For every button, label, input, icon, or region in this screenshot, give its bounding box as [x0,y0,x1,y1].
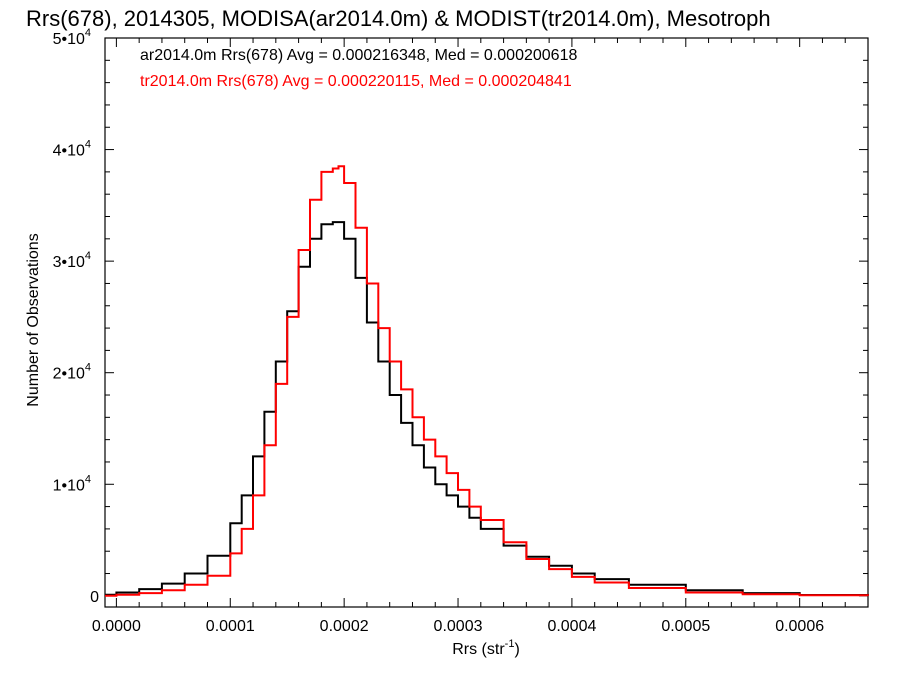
y-tick-label: 4•104 [53,139,91,160]
y-tick-label: 1•104 [53,473,91,494]
x-tick-label: 0.0004 [547,618,596,635]
legend-entry-1: ar2014.0m Rrs(678) Avg = 0.000216348, Me… [140,47,577,64]
x-tick-label: 0.0002 [320,618,369,635]
series-line-1 [105,221,869,596]
y-tick-label: 5•104 [53,27,91,48]
plot-area: 0.0000 0.0001 0.0002 0.0003 0.0004 0.0005 0.00… [53,27,869,635]
y-tick-label: 0 [90,589,99,606]
x-tick-label: 0.0005 [661,618,710,635]
y-tick-label: 3•104 [53,250,91,271]
legend-entry-2: tr2014.0m Rrs(678) Avg = 0.000220115, Me… [140,73,572,90]
x-tick-label: 0.0000 [92,618,141,635]
series-line-2 [105,165,869,597]
x-tick-label: 0.0003 [434,618,483,635]
plot-frame [104,37,869,608]
x-axis-label: Rrs (str-1) [452,638,520,658]
y-tick-label: 2•104 [53,362,91,383]
x-tick-label: 0.0001 [206,618,255,635]
y-axis-label: Number of Observations [25,233,42,406]
legend: ar2014.0m Rrs(678) Avg = 0.000216348, Me… [140,47,577,90]
chart-title: Rrs(678), 2014305, MODISA(ar2014.0m) & M… [26,6,771,31]
x-tick-label: 0.0006 [775,618,824,635]
